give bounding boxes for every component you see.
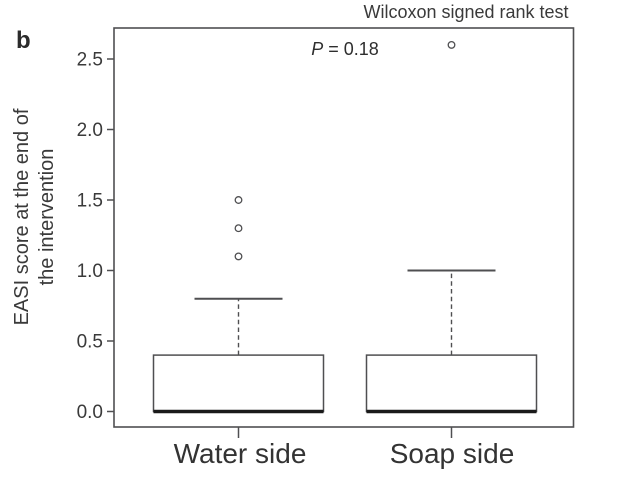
y-axis-tick-label: 0.5 (77, 332, 103, 353)
y-axis-tick-label: 0.0 (77, 402, 103, 423)
x-category-label-soap-side: Soap side (389, 438, 515, 469)
y-axis-tick-label: 2.0 (77, 120, 103, 141)
panel-label: b (16, 27, 31, 54)
p-value-text: = 0.18 (323, 39, 379, 59)
p-value-annotation: P = 0.18 (311, 39, 379, 60)
x-category-label-water-side: Water side (173, 438, 307, 469)
p-value-symbol: P (311, 39, 324, 59)
outlier-point-soap-side (447, 40, 456, 49)
outlier-point-water-side (234, 224, 243, 233)
plot-frame (113, 27, 575, 428)
y-axis-tick-label: 1.0 (77, 261, 103, 282)
y-axis-tick-label: 2.5 (77, 50, 103, 71)
outlier-point-water-side (234, 252, 243, 261)
outlier-point-water-side (234, 196, 243, 204)
iqr-box-soap-side (365, 354, 538, 413)
iqr-box-water-side (152, 354, 325, 413)
y-axis-tick-label: 1.5 (77, 191, 103, 212)
chart-title: Wilcoxon signed rank test (363, 2, 569, 22)
